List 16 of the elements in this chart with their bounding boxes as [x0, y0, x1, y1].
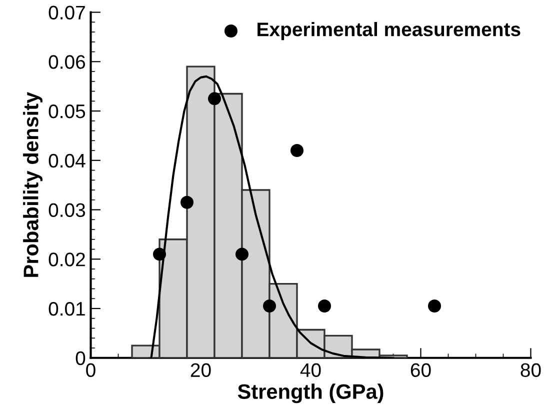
x-tick-label: 0	[86, 363, 96, 378]
x-axis-title: Strength (GPa)	[238, 384, 384, 404]
y-tick-label: 0.04	[48, 154, 86, 168]
y-tick-label: 0.02	[48, 252, 85, 266]
y-axis-title: Probability density	[23, 92, 42, 277]
x-tick-label: 60	[410, 363, 431, 378]
y-tick-label: 0.03	[48, 203, 86, 217]
x-tick-label: 80	[520, 363, 541, 378]
y-tick-label: 0.01	[48, 302, 85, 316]
y-tick-label: 0.06	[48, 55, 86, 69]
y-tick-label: 0	[76, 351, 86, 366]
x-tick-label: 40	[300, 363, 321, 378]
legend-label: Experimental measurements	[258, 22, 520, 40]
y-tick-label: 0.05	[48, 104, 86, 118]
x-tick-label: 20	[190, 363, 211, 378]
y-tick-label: 0.07	[48, 6, 85, 20]
